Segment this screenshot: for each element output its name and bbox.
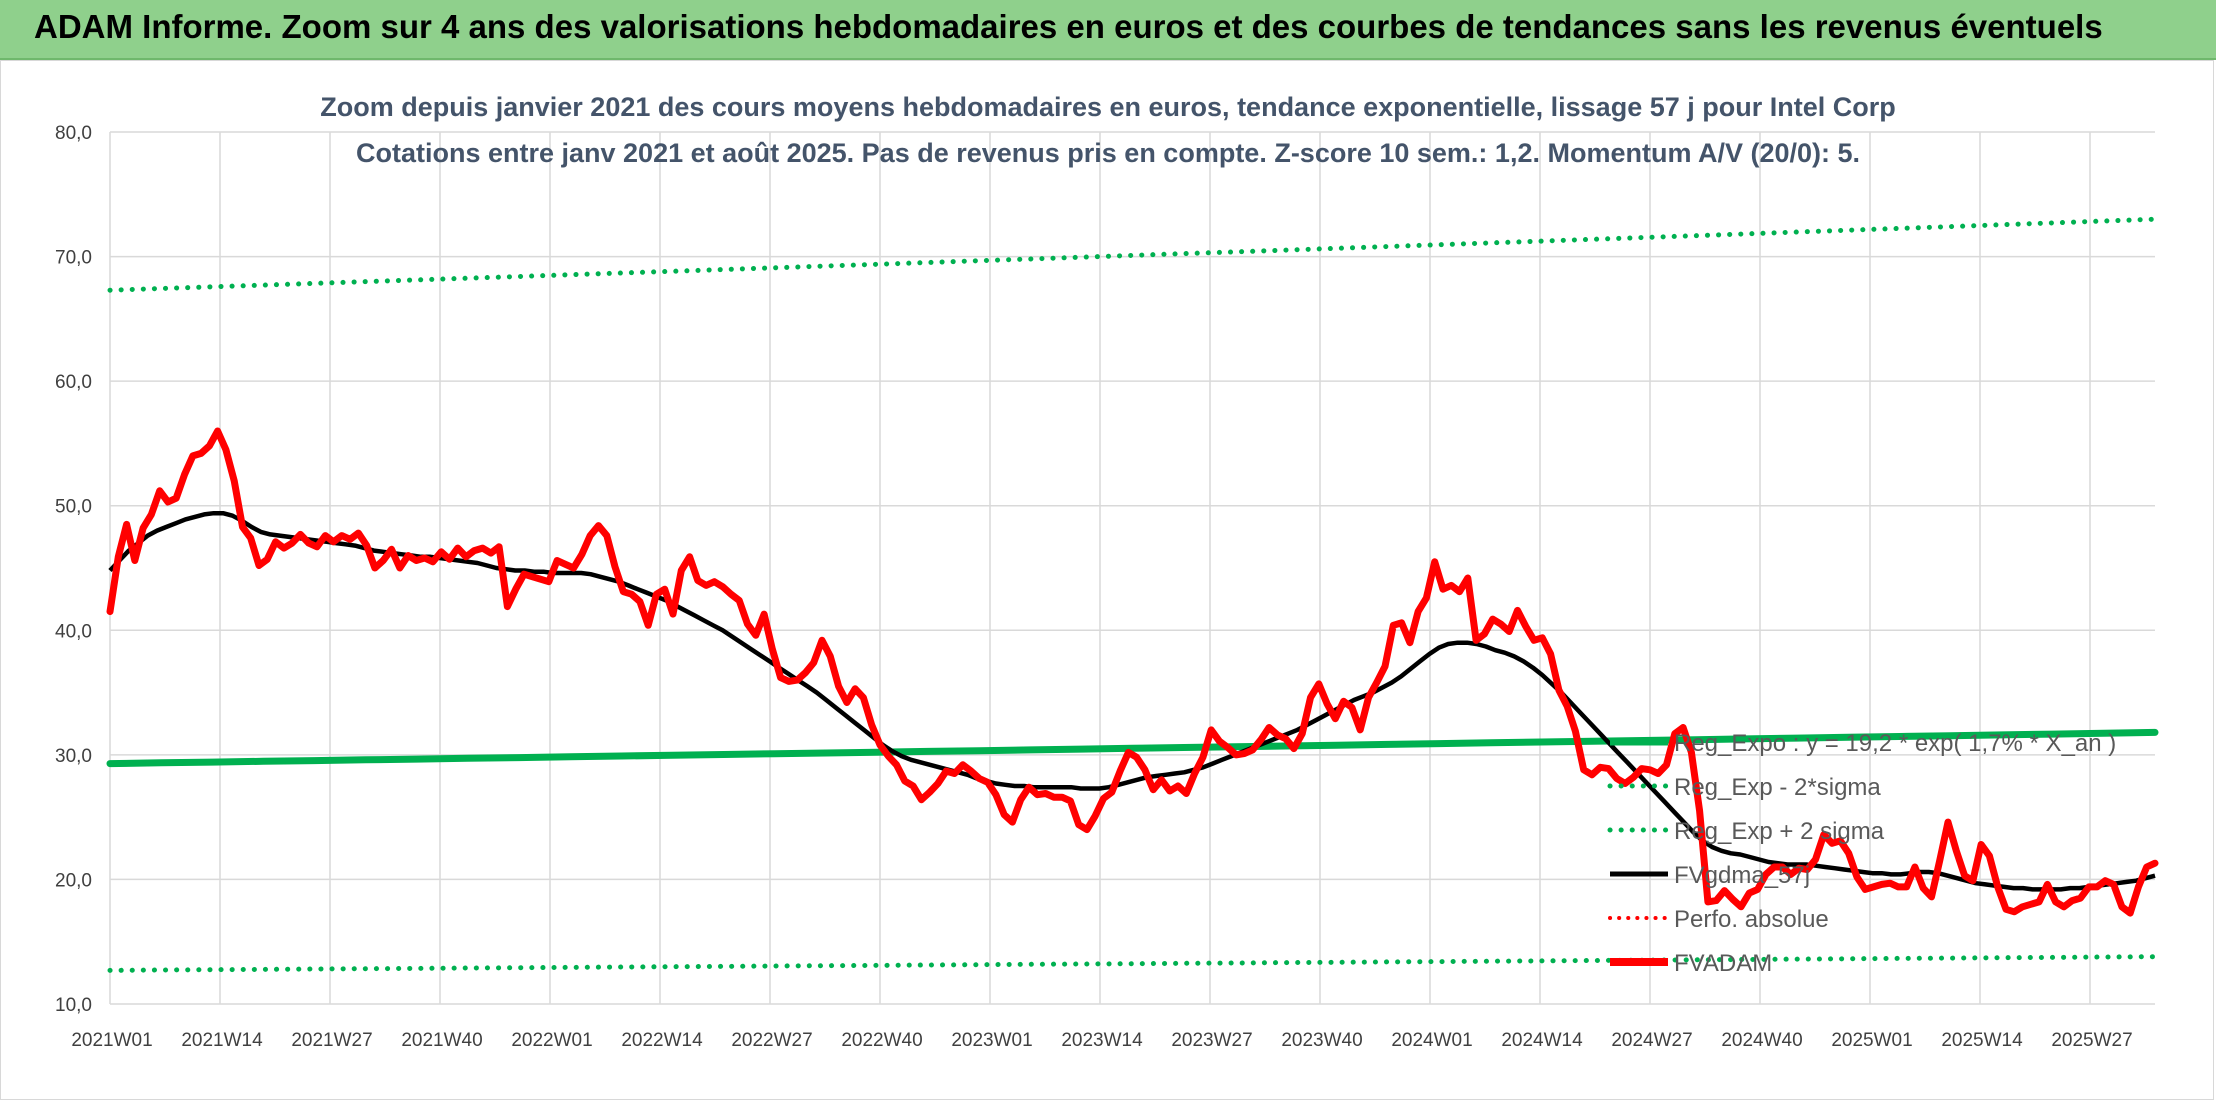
x-tick-label: 2024W40 (1721, 1030, 1802, 1051)
x-tick-label: 2021W27 (291, 1030, 372, 1051)
report-banner: ADAM Informe. Zoom sur 4 ans des valoris… (0, 0, 2216, 60)
series-line-0 (106, 728, 2159, 768)
x-tick-label: 2023W01 (951, 1030, 1032, 1051)
y-tick-label: 30,0 (55, 746, 92, 767)
y-axis: 10,0 20,0 30,0 40,0 50,0 60,0 70,0 80,0 (55, 123, 92, 1016)
x-tick-label: 2025W27 (2051, 1030, 2132, 1051)
legend-entry: FVgdma_57j (1674, 862, 1810, 889)
x-tick-label: 2023W40 (1281, 1030, 1362, 1051)
chart-frame (0, 60, 2214, 1100)
x-axis: 2021W01 2021W14 2021W27 2021W40 2022W01 2022W… (71, 1030, 2132, 1051)
series-layer (106, 216, 2159, 973)
y-tick-label: 10,0 (55, 995, 92, 1016)
x-tick-label: 2021W40 (401, 1030, 482, 1051)
y-tick-label: 20,0 (55, 870, 92, 891)
legend: Reg_Expo : y = 19,2 * exp( 1,7% * X_an )… (1607, 730, 2116, 977)
x-tick-label: 2021W01 (71, 1030, 152, 1051)
banner-title: ADAM Informe. Zoom sur 4 ans des valoris… (34, 8, 2103, 45)
x-tick-label: 2023W27 (1171, 1030, 1252, 1051)
x-tick-label: 2022W01 (511, 1030, 592, 1051)
series-line-5 (106, 427, 2159, 917)
x-tick-label: 2024W27 (1611, 1030, 1692, 1051)
x-tick-label: 2022W40 (841, 1030, 922, 1051)
grid (109, 131, 2155, 1005)
chart-title-line2: Cotations entre janv 2021 et août 2025. … (356, 138, 1860, 168)
chart-title-line1: Zoom depuis janvier 2021 des cours moyen… (320, 92, 1895, 122)
series-line-1 (107, 954, 2158, 973)
series-line-2 (107, 216, 2158, 293)
x-tick-label: 2022W14 (621, 1030, 703, 1051)
legend-entry: Perfo. absolue (1674, 906, 1829, 933)
y-tick-label: 40,0 (55, 621, 92, 642)
y-tick-label: 70,0 (55, 248, 92, 269)
legend-entry: Reg_Expo : y = 19,2 * exp( 1,7% * X_an ) (1674, 730, 2116, 757)
legend-entry: Reg_Exp + 2 sigma (1674, 818, 1885, 845)
y-tick-label: 80,0 (55, 123, 92, 144)
x-tick-label: 2024W01 (1391, 1030, 1472, 1051)
y-tick-label: 60,0 (55, 372, 92, 393)
y-tick-label: 50,0 (55, 497, 92, 518)
x-tick-label: 2025W01 (1831, 1030, 1912, 1051)
x-tick-label: 2021W14 (181, 1030, 263, 1051)
x-tick-label: 2022W27 (731, 1030, 812, 1051)
legend-entry: Reg_Exp - 2*sigma (1674, 774, 1881, 801)
x-tick-label: 2024W14 (1501, 1030, 1583, 1051)
x-tick-label: 2023W14 (1061, 1030, 1143, 1051)
legend-entry: FVADAM (1674, 950, 1772, 977)
x-tick-label: 2025W14 (1941, 1030, 2023, 1051)
